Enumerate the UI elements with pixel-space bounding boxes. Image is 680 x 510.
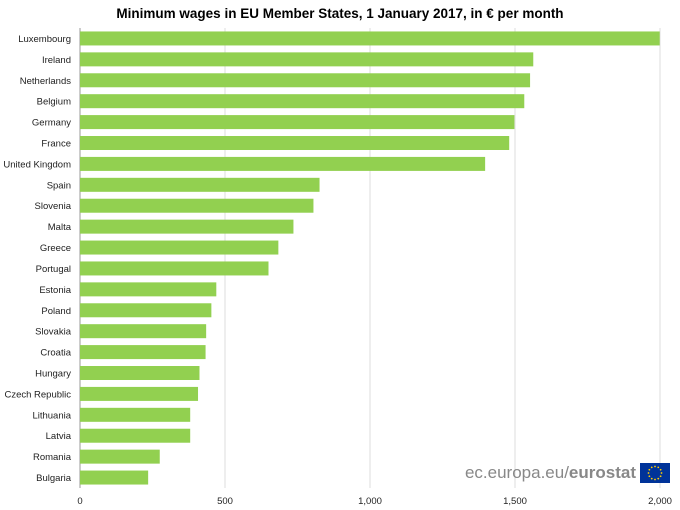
- flag-star: [654, 478, 656, 481]
- category-label: Portugal: [36, 264, 71, 275]
- bar: [80, 345, 206, 360]
- bar: [80, 386, 199, 401]
- bar: [80, 156, 486, 171]
- flag-star: [650, 466, 653, 469]
- x-tick-label: 2,000: [648, 496, 672, 507]
- flag-star: [648, 468, 651, 471]
- category-label: Romania: [33, 452, 72, 463]
- category-label: Belgium: [37, 97, 71, 108]
- category-label: Greece: [40, 243, 71, 254]
- chart-title: Minimum wages in EU Member States, 1 Jan…: [116, 6, 563, 21]
- category-label: Latvia: [46, 431, 72, 442]
- bars: [80, 31, 660, 485]
- x-tick-label: 1,500: [503, 496, 527, 507]
- watermark-text: ec.europa.eu/eurostat: [465, 463, 636, 482]
- bar: [80, 31, 660, 46]
- category-label: Spain: [47, 180, 71, 191]
- flag-field: [640, 463, 670, 483]
- bar: [80, 449, 160, 464]
- bar: [80, 219, 294, 234]
- bar: [80, 115, 515, 130]
- bar: [80, 94, 525, 109]
- category-label: Ireland: [42, 55, 71, 66]
- category-label: Bulgaria: [36, 473, 72, 484]
- category-label: United Kingdom: [3, 159, 71, 170]
- bar: [80, 198, 314, 213]
- bar: [80, 303, 212, 318]
- category-label: Czech Republic: [4, 389, 71, 400]
- x-axis-ticks: 0 500 1,000 1,500 2,000: [77, 496, 672, 507]
- bar: [80, 240, 279, 255]
- bar: [80, 136, 510, 150]
- x-tick-label: 0: [77, 496, 82, 507]
- x-tick-label: 500: [217, 496, 233, 507]
- category-label: Slovenia: [35, 201, 72, 212]
- category-labels: Luxembourg Ireland Netherlands Belgium Germa…: [3, 34, 71, 484]
- bar: [80, 177, 320, 192]
- bar: [80, 52, 534, 67]
- flag-star: [647, 472, 650, 474]
- category-label: Estonia: [39, 285, 71, 296]
- category-label: Germany: [32, 118, 71, 129]
- eurostat-watermark: ec.europa.eu/eurostat: [465, 463, 670, 483]
- flag-star: [654, 465, 656, 468]
- flag-star: [659, 475, 662, 478]
- eu-flag-icon: [640, 463, 670, 483]
- category-label: Croatia: [40, 348, 71, 359]
- flag-star: [657, 477, 660, 480]
- flag-star: [660, 472, 663, 474]
- category-label: Poland: [41, 306, 71, 317]
- bar: [80, 73, 531, 88]
- bar: [80, 282, 217, 297]
- flag-star: [659, 468, 662, 471]
- bar: [80, 324, 207, 339]
- category-label: Luxembourg: [18, 34, 71, 45]
- bar: [80, 407, 191, 422]
- category-label: Slovakia: [35, 327, 72, 338]
- category-label: Lithuania: [32, 410, 71, 421]
- watermark-brand: eurostat: [569, 463, 636, 482]
- bar: [80, 261, 269, 276]
- x-tick-label: 1,000: [358, 496, 382, 507]
- flag-star: [657, 466, 660, 469]
- category-label: Hungary: [35, 369, 71, 380]
- flag-star: [650, 477, 653, 480]
- category-label: Malta: [48, 222, 72, 233]
- watermark-domain: ec.europa.eu/: [465, 463, 569, 482]
- category-label: France: [41, 139, 71, 150]
- flag-star: [648, 475, 651, 478]
- bar: [80, 470, 149, 485]
- bar: [80, 428, 191, 443]
- bar: [80, 366, 200, 380]
- category-label: Netherlands: [20, 76, 71, 87]
